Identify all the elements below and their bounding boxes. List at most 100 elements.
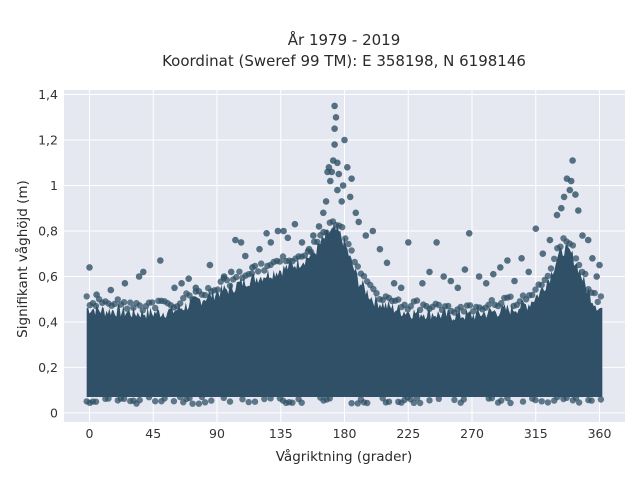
fringe-dot [189,296,196,303]
data-point-90 [596,261,603,269]
fringe-dot [208,397,215,404]
data-point-73 [525,268,532,276]
fringe-dot [186,394,193,402]
data-point-86 [579,232,586,239]
fringe-dot [127,299,134,306]
fringe-dot [195,400,203,407]
fringe-dot [261,267,268,274]
data-point-10 [192,284,200,292]
fringe-dot [105,395,112,402]
fringe-dot [413,395,421,402]
data-point-77 [553,211,561,219]
data-point-1 [93,291,100,299]
data-point-79 [560,193,568,201]
x-axis-title: Vågriktning (grader) [276,448,413,465]
data-point-34 [328,168,336,176]
fringe-dot [460,308,467,315]
fringe-dot [488,395,495,402]
fringe-dot [342,235,349,242]
fringe-dot [298,399,305,406]
fringe-dot [360,273,368,280]
data-point-25 [298,239,306,246]
fringe-dot [152,398,159,405]
fringe-dot [532,286,539,293]
density-cloud [86,224,603,397]
fringe-dot [326,395,333,402]
data-point-0 [86,264,93,271]
fringe-dot [519,398,527,405]
fringe-dot [161,395,168,402]
fringe-dot [516,298,524,305]
fringe-dot [251,398,259,405]
x-tick-labels: 0 45 90 135 180 225 270 315 360 [86,426,612,441]
data-point-59 [426,268,433,276]
data-point-17 [249,264,256,271]
fringe-dot [245,398,252,406]
x-tick-label-3: 135 [269,426,293,441]
fringe-dot [597,396,605,403]
data-point-50 [355,218,363,226]
data-point-16 [242,252,249,260]
fringe-dot [180,295,187,302]
data-point-27 [310,232,317,239]
data-point-24 [291,220,299,228]
fringe-dot [267,395,274,402]
fringe-dot [551,255,558,262]
data-points [86,102,603,299]
fringe-dot [214,286,221,293]
fringe-dot [485,301,492,308]
data-point-48 [348,175,355,182]
data-point-78 [558,204,565,212]
x-tick-label-0: 0 [86,426,94,441]
y-tick-label-5: 1 [50,178,58,193]
data-point-20 [267,239,275,246]
data-point-58 [419,280,426,287]
y-tick-label-1: 0,2 [38,360,58,375]
fringe-dot [226,398,234,405]
fringe-dot [582,270,589,278]
data-point-30 [322,198,330,205]
data-point-38 [331,102,338,110]
data-point-37 [331,125,338,132]
fringe-dot [445,302,452,310]
y-tick-label-7: 1,4 [38,87,58,102]
fringe-dot [591,289,598,297]
fringe-dot [258,260,265,267]
fringe-dot [120,299,128,306]
x-tick-label-7: 315 [524,426,548,441]
fringe-dot [276,258,284,265]
fringe-dot [554,393,561,401]
data-point-33 [327,177,334,185]
x-tick-label-1: 45 [145,426,161,441]
data-point-5 [140,268,147,276]
data-point-3 [121,280,129,287]
data-point-12 [220,273,228,280]
data-point-39 [332,114,340,121]
data-point-76 [546,236,554,244]
fringe-dot [416,399,424,407]
fringe-dot [351,258,358,266]
data-point-40 [334,159,341,167]
fringe-dot [538,398,545,405]
x-tick-label-6: 270 [460,426,484,441]
fringe-dot [339,224,346,231]
data-point-42 [335,170,343,178]
data-point-8 [178,280,185,287]
data-point-13 [227,268,235,276]
fringe-dot [136,302,143,309]
data-point-89 [593,273,600,280]
fringe-dot [498,300,505,307]
x-tick-label-4: 180 [333,426,357,441]
fringe-dot [177,300,184,307]
fringe-dot [148,299,156,306]
data-point-62 [447,277,455,285]
fringe-dot [279,253,287,260]
fringe-dot [92,302,100,310]
data-point-49 [352,209,360,217]
fringe-dot [395,296,402,303]
fringe-dot [507,293,514,300]
fringe-dot [289,399,296,406]
y-tick-label-2: 0,4 [38,314,58,329]
data-point-18 [256,245,263,253]
data-point-75 [539,250,547,257]
